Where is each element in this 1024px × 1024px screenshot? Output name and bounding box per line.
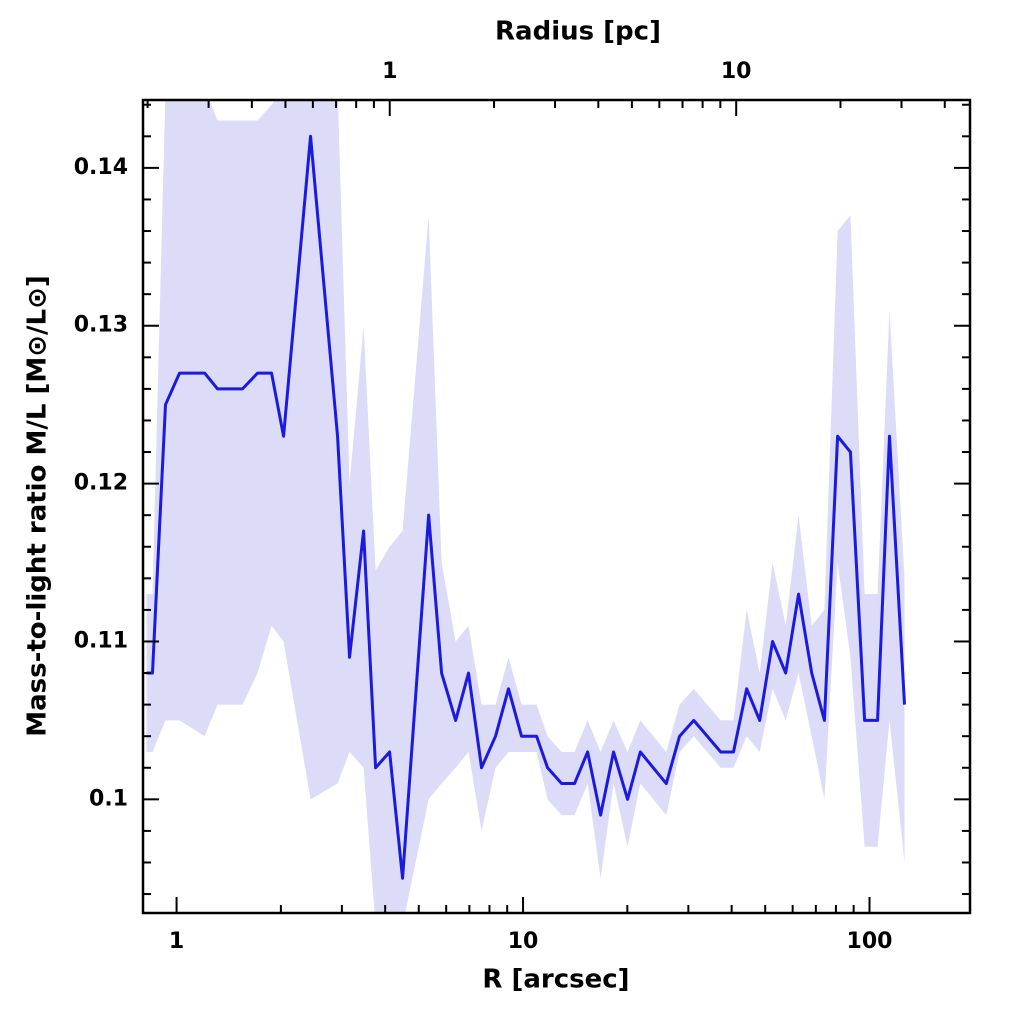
x-tick-label: 10: [508, 929, 539, 954]
plot-area: [146, 100, 907, 913]
y-tick-label: 0.11: [74, 628, 128, 653]
x-tick-label: 1: [169, 929, 184, 954]
x2-tick-label: 1: [382, 59, 397, 84]
x-axis-label: R [arcsec]: [482, 965, 629, 995]
y-axis-label: Mass-to-light ratio M/L [M⊙/L⊙]: [23, 275, 53, 737]
x2-axis-label: Radius [pc]: [495, 17, 661, 47]
x-tick-label: 100: [847, 929, 893, 954]
data-line: [146, 134, 907, 880]
error-band: [146, 100, 905, 913]
y-tick-label: 0.12: [74, 471, 128, 496]
y-tick-label: 0.1: [89, 786, 128, 811]
x2-tick-label: 10: [721, 59, 752, 84]
y-tick-label: 0.14: [74, 155, 128, 180]
frame: [141, 98, 972, 915]
y-tick-label: 0.13: [74, 313, 128, 338]
